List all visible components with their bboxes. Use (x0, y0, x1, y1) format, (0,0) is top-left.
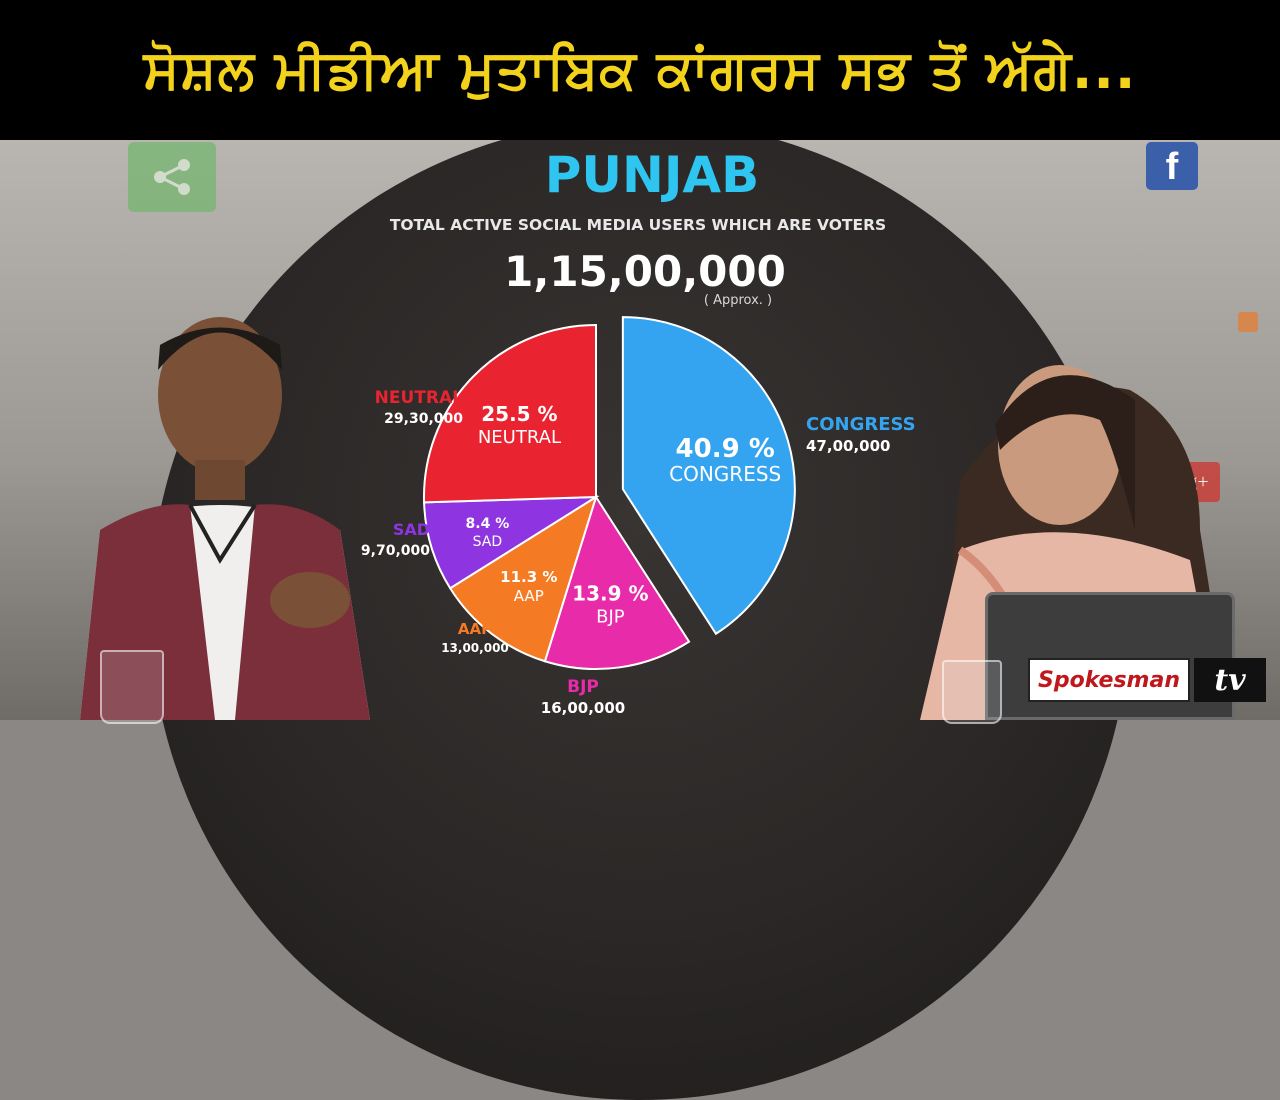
legend-users-neutral: 29,30,000 (384, 411, 463, 427)
pie-slice-sad (423, 495, 600, 590)
slice-name-label: SAD (473, 534, 503, 550)
slice-name-label: AAP (514, 587, 544, 605)
slice-percent-label: 40.9 % (676, 434, 775, 464)
legend-users-bjp: 16,00,000 (541, 699, 625, 717)
facebook-icon: f (1146, 142, 1198, 190)
water-glass (942, 660, 1002, 724)
rss-icon (1238, 312, 1258, 332)
legend-name-neutral: NEUTRAL (375, 388, 463, 408)
pie-slice-neutral (423, 323, 597, 504)
channel-logo: Spokesman tv (1028, 658, 1266, 702)
pie-chart: PUNJAB TOTAL ACTIVE SOCIAL MEDIA USERS W… (361, 146, 916, 717)
pie-slice-congress (621, 316, 796, 636)
pie-slice-aap (448, 494, 598, 663)
legend-name-bjp: BJP (567, 677, 599, 697)
logo-tv: tv (1194, 658, 1266, 702)
legend-name-congress: CONGRESS (806, 414, 916, 435)
legend-name-aap: AAP (458, 620, 492, 638)
chart-subtitle: TOTAL ACTIVE SOCIAL MEDIA USERS WHICH AR… (390, 216, 886, 234)
legend-users-sad: 9,70,000 (361, 543, 430, 559)
slice-name-label: BJP (596, 607, 625, 628)
legend-users-congress: 47,00,000 (806, 437, 890, 455)
legend-users-aap: 13,00,000 (441, 641, 509, 655)
pie-slice-bjp (543, 494, 691, 670)
water-glass (100, 650, 164, 724)
slice-percent-label: 13.9 % (572, 582, 648, 606)
logo-brand: Spokesman (1028, 658, 1190, 702)
share-icon (128, 142, 216, 212)
headline-bar: ਸੋਸ਼ਲ ਮੀਡੀਆ ਮੁਤਾਬਿਕ ਕਾਂਗਰਸ ਸਭ ਤੋਂ ਅੱਗੇ..… (0, 0, 1280, 140)
chart-title: PUNJAB (545, 146, 760, 204)
slice-percent-label: 11.3 % (500, 568, 557, 586)
slice-percent-label: 8.4 % (466, 516, 510, 532)
legend-name-sad: SAD (393, 520, 430, 539)
slice-percent-label: 25.5 % (481, 402, 557, 426)
guest-person (80, 317, 370, 720)
headline-text: ਸੋਸ਼ਲ ਮੀਡੀਆ ਮੁਤਾਬਿਕ ਕਾਂਗਰਸ ਸਭ ਤੋਂ ਅੱਗੇ..… (143, 38, 1137, 101)
chart-total: 1,15,00,000 (504, 247, 786, 296)
slice-name-label: CONGRESS (669, 462, 781, 486)
chart-total-note: ( Approx. ) (704, 293, 772, 308)
slice-name-label: NEUTRAL (478, 427, 561, 448)
